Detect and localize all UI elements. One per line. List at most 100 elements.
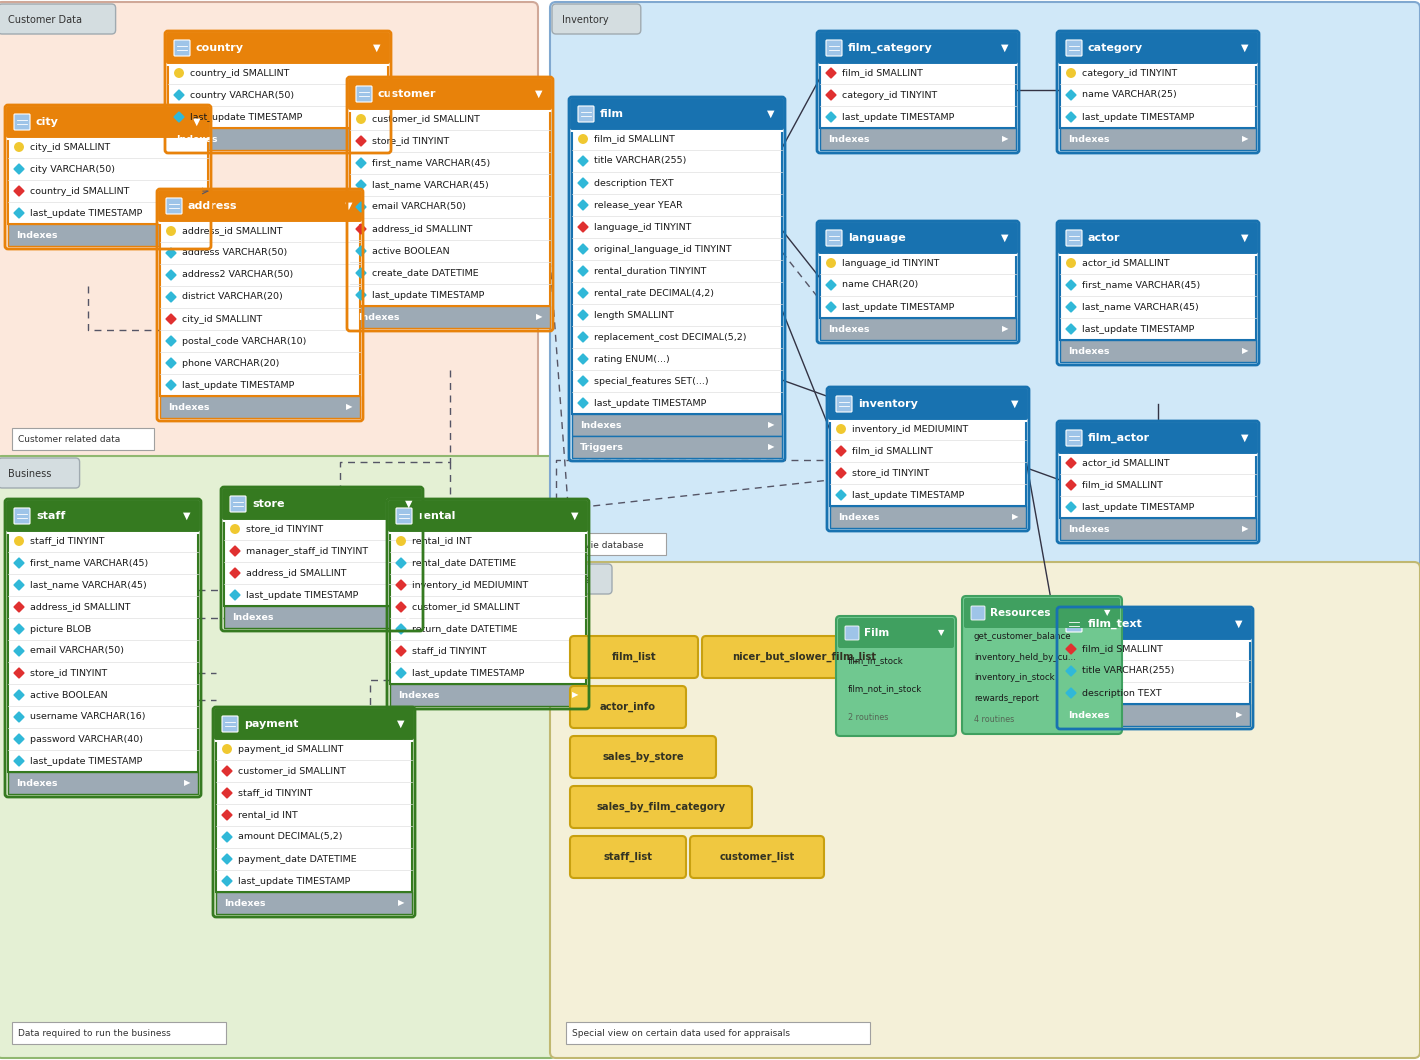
Bar [11,1022,226,1044]
Text: customer_list: customer_list [720,852,795,862]
Bar [168,128,388,151]
Text: ▶: ▶ [535,313,542,321]
Text: category: category [1088,43,1143,53]
Text: ▼: ▼ [1001,43,1008,53]
Text: ▶: ▶ [1235,710,1242,720]
Circle shape [175,69,183,77]
Text: ▶: ▶ [398,899,405,907]
FancyBboxPatch shape [826,40,842,56]
Text: customer: customer [378,89,436,99]
Polygon shape [826,112,836,122]
Text: city: city [36,117,58,127]
Text: title VARCHAR(255): title VARCHAR(255) [1082,667,1174,675]
Polygon shape [396,668,406,678]
FancyBboxPatch shape [213,707,415,741]
Polygon shape [356,180,366,190]
Polygon shape [836,490,846,500]
Text: film_id SMALLINT: film_id SMALLINT [842,69,923,77]
Circle shape [826,259,835,267]
Text: last_update TIMESTAMP: last_update TIMESTAMP [372,290,484,300]
FancyBboxPatch shape [826,230,842,246]
Text: first_name VARCHAR(45): first_name VARCHAR(45) [30,559,148,567]
FancyBboxPatch shape [0,4,115,34]
Bar [349,306,550,328]
FancyBboxPatch shape [836,396,852,412]
Text: district VARCHAR(20): district VARCHAR(20) [182,293,283,301]
Polygon shape [356,158,366,167]
FancyBboxPatch shape [0,456,557,1058]
FancyBboxPatch shape [222,716,239,732]
Bar [819,318,1015,340]
Text: actor_id SMALLINT: actor_id SMALLINT [1082,259,1170,267]
Text: last_update TIMESTAMP: last_update TIMESTAMP [239,877,351,885]
Polygon shape [396,580,406,590]
Polygon shape [166,248,176,258]
FancyBboxPatch shape [816,31,1020,65]
Text: ▼: ▼ [396,719,405,729]
Polygon shape [14,602,24,612]
FancyBboxPatch shape [701,636,906,678]
Text: manager_staff_id TINYINT: manager_staff_id TINYINT [246,547,368,555]
Text: customer_id SMALLINT: customer_id SMALLINT [372,114,480,124]
Bar [391,530,586,684]
Text: Customer Data: Customer Data [9,15,82,25]
Polygon shape [230,568,240,578]
Polygon shape [578,178,588,188]
Circle shape [1066,69,1075,77]
Text: rental_duration TINYINT: rental_duration TINYINT [594,266,706,276]
Polygon shape [14,558,24,568]
Text: customer_id SMALLINT: customer_id SMALLINT [412,602,520,612]
Bar [572,436,782,458]
Text: last_update TIMESTAMP: last_update TIMESTAMP [594,399,706,407]
Text: ▶: ▶ [571,690,578,700]
Circle shape [1066,259,1075,267]
Text: rewards_report: rewards_report [974,694,1039,703]
Bar [224,606,420,628]
Polygon shape [356,202,366,212]
Text: Indexes: Indexes [1068,525,1109,533]
Circle shape [166,227,175,235]
Text: ▶: ▶ [1241,525,1248,533]
FancyBboxPatch shape [1056,421,1260,455]
Text: address_id SMALLINT: address_id SMALLINT [30,602,131,612]
Text: inventory_id MEDIUMINT: inventory_id MEDIUMINT [412,581,528,589]
Polygon shape [578,200,588,210]
Bar [572,128,782,414]
Text: address_id SMALLINT: address_id SMALLINT [372,225,473,233]
Text: ▼: ▼ [1011,399,1018,409]
Text: Data required to run the business: Data required to run the business [18,1029,170,1039]
Bar [572,414,782,436]
Polygon shape [578,266,588,276]
Text: language_id TINYINT: language_id TINYINT [842,259,940,267]
Text: last_update TIMESTAMP: last_update TIMESTAMP [246,590,358,600]
FancyBboxPatch shape [552,564,612,594]
Text: last_update TIMESTAMP: last_update TIMESTAMP [1082,324,1194,334]
Text: actor_id SMALLINT: actor_id SMALLINT [1082,459,1170,467]
Polygon shape [14,624,24,634]
Text: rating ENUM(...): rating ENUM(...) [594,354,670,364]
Text: Film: Film [863,628,889,638]
Text: category_id TINYINT: category_id TINYINT [1082,69,1177,77]
Text: rental_id INT: rental_id INT [239,811,298,819]
Polygon shape [356,136,366,146]
Text: staff_id TINYINT: staff_id TINYINT [30,536,105,546]
Text: last_update TIMESTAMP: last_update TIMESTAMP [842,112,954,122]
Polygon shape [356,224,366,234]
Text: Indexes: Indexes [1068,347,1109,355]
Text: ▶: ▶ [767,421,774,429]
Text: ▼: ▼ [767,109,774,119]
Text: picture BLOB: picture BLOB [30,624,91,634]
Polygon shape [1066,644,1076,654]
FancyBboxPatch shape [971,606,985,620]
Text: inventory_id MEDIUMINT: inventory_id MEDIUMINT [852,424,968,434]
Text: 4 routines: 4 routines [974,716,1014,724]
Text: last_update TIMESTAMP: last_update TIMESTAMP [852,491,964,499]
Bar [1059,252,1257,340]
Text: Indexes: Indexes [16,778,57,788]
Text: film_id SMALLINT: film_id SMALLINT [1082,480,1163,490]
Text: active BOOLEAN: active BOOLEAN [372,247,450,255]
Text: release_year YEAR: release_year YEAR [594,200,683,210]
Text: first_name VARCHAR(45): first_name VARCHAR(45) [1082,281,1200,289]
Polygon shape [14,668,24,678]
Text: film_text: film_text [1088,619,1143,630]
